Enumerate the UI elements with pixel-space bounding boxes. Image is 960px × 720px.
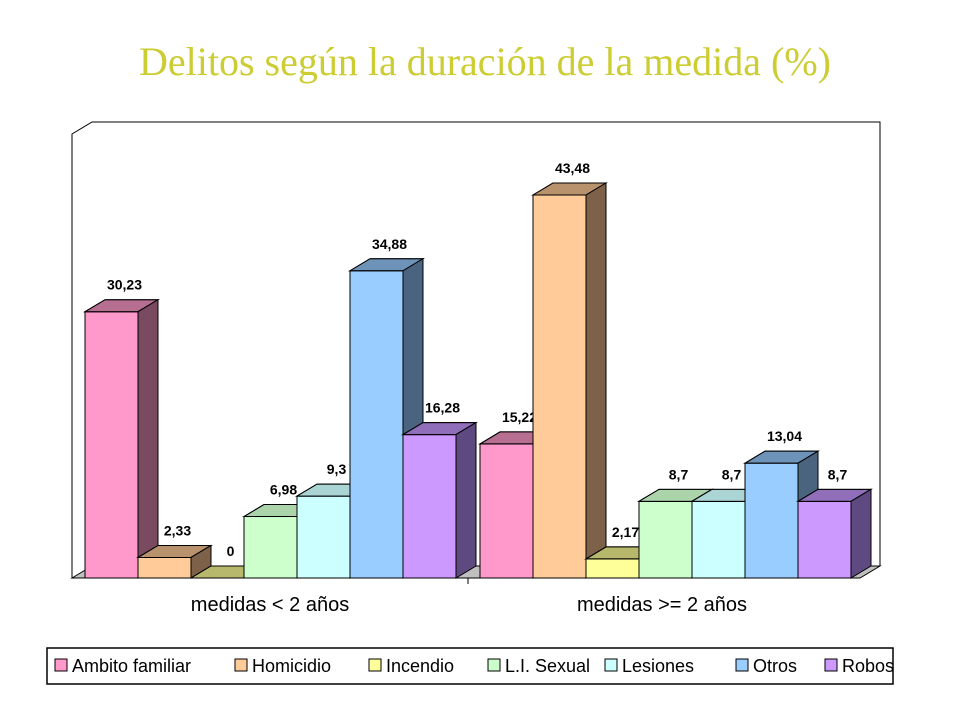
bar-front xyxy=(585,558,640,579)
data-label-ambito-familiar-1: 30,23 xyxy=(107,277,142,293)
legend-swatch xyxy=(487,658,501,672)
data-label-lesiones-1: 9,3 xyxy=(327,461,347,477)
legend-item-homicidio: Homicidio xyxy=(234,656,331,676)
legend-label: L.I. Sexual xyxy=(505,656,590,676)
bar-front xyxy=(532,194,587,579)
bar-front xyxy=(137,556,192,579)
legend-label: Otros xyxy=(753,656,797,676)
legend-item-lesiones: Lesiones xyxy=(604,656,694,676)
legend-swatch xyxy=(234,658,248,672)
data-label-robos-1: 16,28 xyxy=(425,400,460,416)
chart-title: Delitos según la duración de la medida (… xyxy=(139,39,831,84)
legend-label: Lesiones xyxy=(622,656,694,676)
bar-front xyxy=(797,500,852,579)
legend-swatch xyxy=(54,658,68,672)
legend-item-robos: Robos xyxy=(824,656,894,676)
bar-side xyxy=(137,298,159,579)
legend-item-ambito-familiar: Ambito familiar xyxy=(54,656,191,676)
legend-label: Robos xyxy=(842,656,894,676)
data-label-l-i-sexual-2: 8,7 xyxy=(669,466,689,482)
data-label-homicidio-1: 2,33 xyxy=(164,522,191,538)
bar-front xyxy=(402,434,457,579)
legend-item-otros: Otros xyxy=(735,656,797,676)
data-label-lesiones-2: 8,7 xyxy=(722,466,742,482)
bar-ambito-familiar-1 xyxy=(83,298,160,579)
legend-swatch xyxy=(824,658,838,672)
bar-side xyxy=(585,182,607,579)
data-label-l-i-sexual-1: 6,98 xyxy=(270,482,297,498)
legend-item-l-i-sexual: L.I. Sexual xyxy=(487,656,590,676)
legend-swatch xyxy=(735,658,749,672)
bar-robos-1 xyxy=(401,421,478,579)
data-label-otros-2: 13,04 xyxy=(767,428,802,444)
bar-front xyxy=(638,500,693,579)
legend-swatch xyxy=(604,658,618,672)
data-label-robos-2: 8,7 xyxy=(828,466,848,482)
legend-swatch xyxy=(368,658,382,672)
legend-label: Ambito familiar xyxy=(72,656,191,676)
bar-front xyxy=(349,270,404,579)
bar-front xyxy=(744,462,799,579)
bar-side xyxy=(850,488,872,579)
data-label-homicidio-2: 43,48 xyxy=(555,160,590,176)
bar-homicidio-2 xyxy=(531,182,608,579)
legend: Ambito familiar Homicidio Incendio L.I. Sex… xyxy=(46,647,894,685)
legend-box xyxy=(46,647,894,685)
data-label-incendio-1: 0 xyxy=(227,543,235,559)
bar-front xyxy=(84,311,139,579)
bar-robos-2 xyxy=(796,488,873,579)
bar-front xyxy=(479,443,534,579)
x-tick-label-2: medidas >= 2 años xyxy=(577,594,747,616)
data-label-incendio-2: 2,17 xyxy=(612,524,639,540)
legend-label: Incendio xyxy=(386,656,454,676)
x-tick-label-1: medidas < 2 años xyxy=(191,594,349,616)
plot-back-wall xyxy=(71,121,881,578)
bar-front xyxy=(691,500,746,579)
bar-front xyxy=(296,495,351,579)
bar-side xyxy=(455,421,477,579)
legend-label: Homicidio xyxy=(252,656,331,676)
bar-front xyxy=(243,516,298,579)
data-label-otros-1: 34,88 xyxy=(372,236,407,252)
data-label-ambito-familiar-2: 15,22 xyxy=(502,409,537,425)
legend-item-incendio: Incendio xyxy=(368,656,454,676)
bar-homicidio-1 xyxy=(136,544,213,579)
